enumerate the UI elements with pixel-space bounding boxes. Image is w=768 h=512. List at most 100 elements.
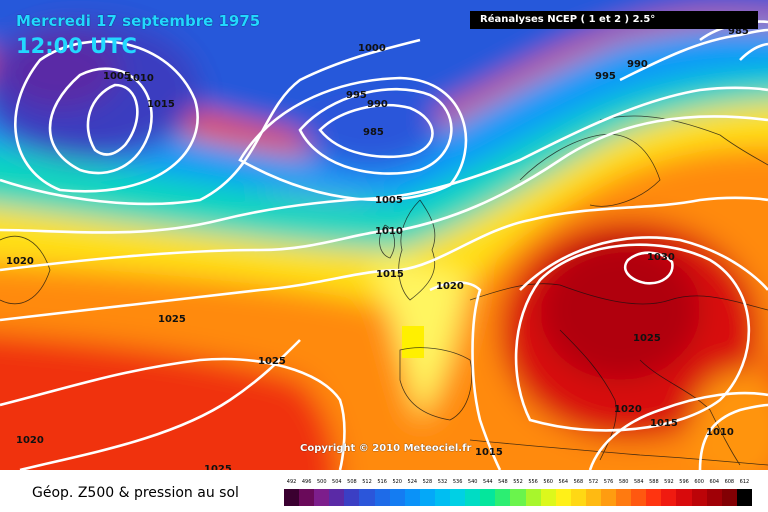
isobar-label: 990 (367, 99, 388, 110)
isobar-label: 995 (595, 71, 616, 82)
scale-swatch (480, 489, 496, 506)
scale-labels: 492 496 500 504 508 512 516 520 524 528 532 536 540 5… (284, 479, 752, 487)
scale-swatch (600, 489, 617, 506)
isobar-label: 1010 (706, 427, 734, 438)
scale-swatch (404, 489, 420, 506)
scale-swatch (616, 489, 632, 506)
isobar-label: 1025 (204, 464, 232, 470)
scale-swatch (706, 489, 722, 506)
isobar-label: 1030 (647, 252, 675, 263)
source-label: Réanalyses NCEP ( 1 et 2 ) 2.5° (470, 11, 758, 29)
color-scale (284, 489, 752, 506)
scale-value: 556 (528, 479, 538, 485)
scale-swatch (721, 489, 737, 506)
scale-value: 532 (437, 479, 448, 485)
isobar-label: 1010 (126, 73, 154, 84)
scale-value: 580 (618, 479, 629, 485)
isobar-label: 1025 (258, 356, 286, 367)
scale-swatch (540, 489, 556, 506)
isobar-label: 990 (627, 59, 648, 70)
scale-value: 512 (362, 479, 372, 485)
weather-map: 1000 1005 1010 1015 995 990 985 1005 101… (0, 0, 768, 470)
coastlines (0, 115, 768, 466)
scale-swatch (284, 489, 300, 506)
isobar-label: 1025 (633, 333, 661, 344)
legend-title: Géop. Z500 & pression au sol (32, 485, 239, 501)
isobars (0, 20, 768, 470)
scale-swatch (434, 489, 451, 506)
scale-value: 540 (467, 479, 478, 485)
scale-value: 516 (377, 479, 387, 485)
scale-swatch (510, 489, 526, 506)
scale-swatch (344, 489, 360, 506)
scale-swatch (736, 489, 752, 506)
scale-value: 552 (513, 479, 523, 485)
scale-value: 588 (649, 479, 659, 485)
isobar-label: 1020 (6, 256, 34, 267)
map-date: Mercredi 17 septembre 1975 (16, 12, 261, 30)
scale-swatch (299, 489, 315, 506)
isobar-label: 1015 (376, 269, 404, 280)
scale-swatch (314, 489, 330, 506)
scale-value: 548 (498, 479, 508, 485)
scale-value: 544 (483, 479, 493, 485)
scale-value: 576 (603, 479, 614, 485)
isobar-label: 1010 (375, 226, 403, 237)
legend-bar: Géop. Z500 & pression au sol 492 496 500 50… (0, 470, 768, 512)
map-time: 12:00 UTC (16, 34, 137, 58)
scale-value: 528 (422, 479, 433, 485)
scale-value: 504 (332, 479, 342, 485)
scale-swatch (374, 489, 390, 506)
scale-swatch (555, 489, 571, 506)
isobar-label: 1020 (436, 281, 464, 292)
scale-value: 496 (301, 479, 312, 485)
scale-swatch (661, 489, 677, 506)
isobar-label: 1015 (650, 418, 678, 429)
isobar-label: 1025 (158, 314, 186, 325)
scale-swatch (646, 489, 662, 506)
scale-value: 592 (664, 479, 674, 485)
scale-swatch (676, 489, 692, 506)
scale-value: 536 (452, 479, 463, 485)
isobar-label: 1015 (147, 99, 175, 110)
scale-swatch (585, 489, 601, 506)
scale-swatch (570, 489, 586, 506)
isobar-label: 995 (346, 90, 367, 101)
scale-swatch (450, 489, 466, 506)
isobar-label: 985 (363, 127, 384, 138)
scale-swatch (631, 489, 647, 506)
scale-value: 600 (694, 479, 704, 485)
isobar-label: 1020 (614, 404, 642, 415)
scale-swatch (329, 489, 345, 506)
scale-swatch (525, 489, 541, 506)
scale-swatch (419, 489, 435, 506)
isobar-label: 985 (728, 26, 749, 37)
scale-value: 608 (724, 479, 735, 485)
isobar-label: 1015 (475, 447, 503, 458)
scale-value: 596 (679, 479, 689, 485)
scale-swatch (465, 489, 481, 506)
geopotential-field: 1000 1005 1010 1015 995 990 985 1005 101… (0, 0, 768, 470)
isobar-label: 1020 (16, 435, 44, 446)
scale-value: 564 (558, 479, 569, 485)
scale-value: 492 (286, 479, 297, 485)
isobar-labels: 1000 1005 1010 1015 995 990 985 1005 101… (6, 26, 749, 470)
scale-swatch (691, 489, 707, 506)
scale-swatch (495, 489, 511, 506)
scale-value: 584 (633, 479, 644, 485)
scale-value: 604 (709, 479, 720, 485)
scale-value: 508 (347, 479, 357, 485)
scale-value: 612 (739, 479, 750, 485)
scale-swatch (359, 489, 375, 506)
isobar-label: 1005 (103, 71, 131, 82)
isobar-label: 1005 (375, 195, 403, 206)
scale-value: 560 (543, 479, 553, 485)
scale-value: 524 (407, 479, 418, 485)
scale-swatch (389, 489, 405, 506)
scale-value: 520 (392, 479, 402, 485)
copyright-text: Copyright © 2010 Meteociel.fr (300, 443, 472, 454)
isobar-label: 1000 (358, 43, 386, 54)
scale-value: 568 (573, 479, 584, 485)
scale-value: 500 (316, 479, 327, 485)
scale-value: 572 (588, 479, 599, 485)
